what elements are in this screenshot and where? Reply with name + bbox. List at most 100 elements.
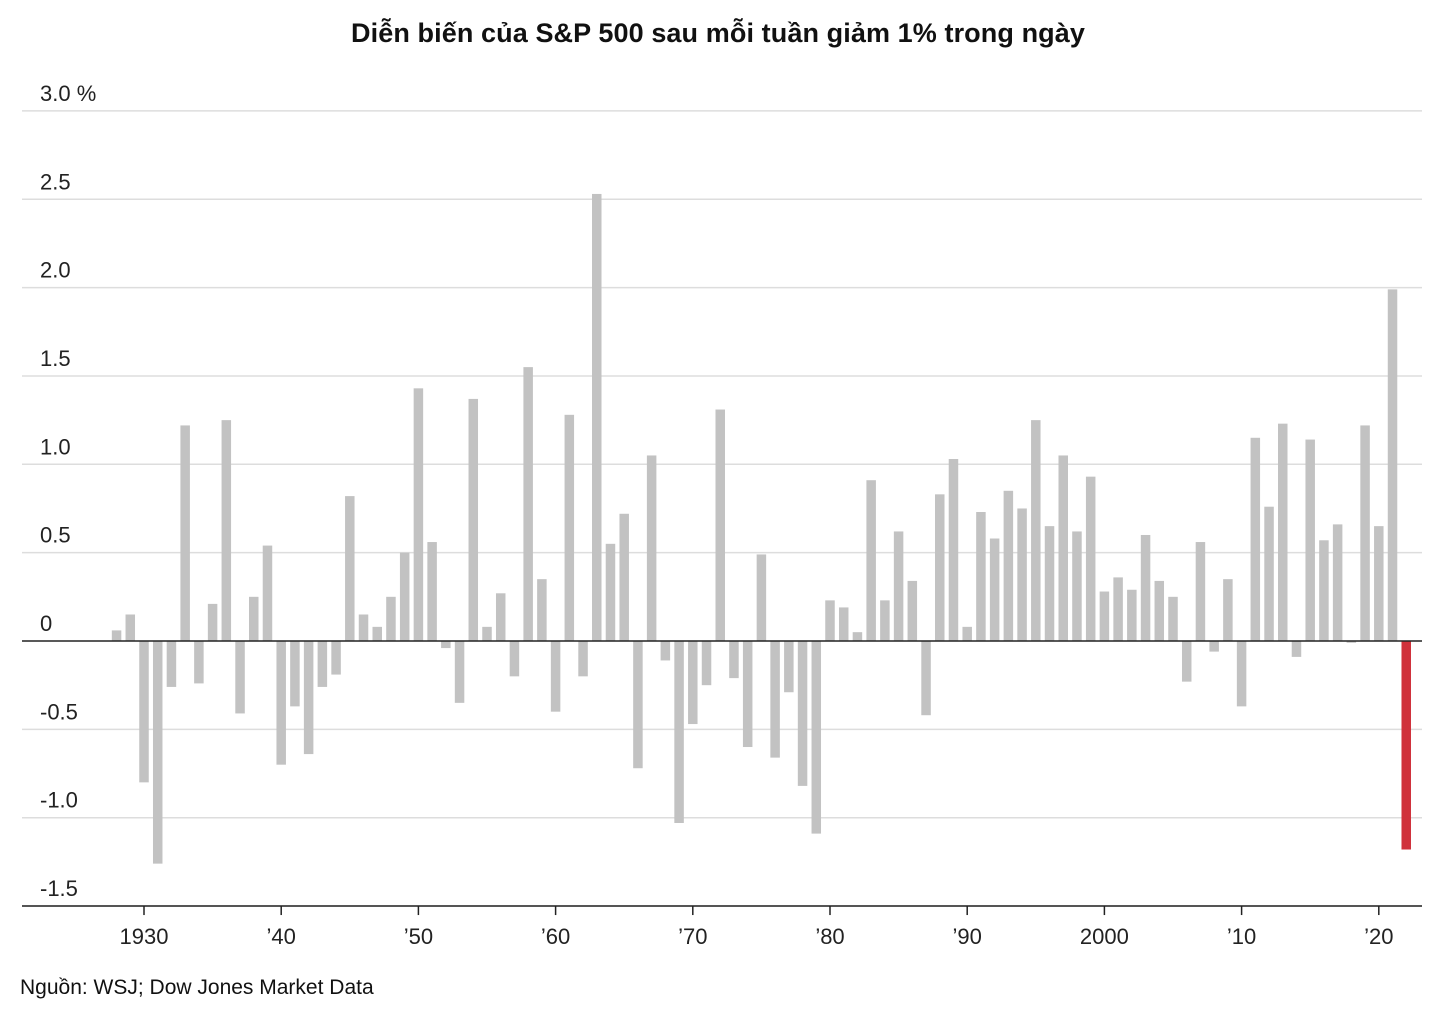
bar bbox=[1360, 425, 1370, 641]
bar bbox=[1154, 580, 1165, 641]
x-tick-label: ’10 bbox=[1227, 924, 1256, 949]
bar bbox=[1017, 508, 1027, 641]
bar bbox=[578, 641, 588, 677]
source-note: Nguồn: WSJ; Dow Jones Market Data bbox=[20, 976, 374, 999]
bar bbox=[427, 542, 437, 641]
bar bbox=[742, 641, 753, 748]
x-tick-label: ’60 bbox=[541, 924, 570, 949]
bar bbox=[701, 641, 712, 686]
bar bbox=[509, 641, 520, 677]
y-tick-label: -0.5 bbox=[40, 699, 78, 724]
bar bbox=[303, 641, 314, 755]
bar bbox=[523, 367, 533, 641]
bar bbox=[770, 641, 780, 758]
bar bbox=[454, 641, 465, 703]
bar bbox=[866, 480, 876, 641]
y-tick-label: -1.0 bbox=[40, 788, 78, 813]
bar bbox=[1127, 589, 1137, 641]
bar bbox=[976, 512, 986, 641]
bar bbox=[1305, 439, 1315, 641]
bar bbox=[1003, 490, 1014, 641]
bar bbox=[345, 496, 355, 641]
y-tick-label: 3.0 % bbox=[40, 81, 96, 106]
bar bbox=[413, 388, 424, 641]
bar bbox=[125, 614, 136, 641]
bar bbox=[1319, 540, 1329, 641]
bar bbox=[372, 626, 382, 641]
bar bbox=[1113, 577, 1123, 641]
bar bbox=[331, 641, 341, 675]
bar-highlight bbox=[1401, 641, 1411, 850]
bar bbox=[482, 626, 492, 641]
bar bbox=[495, 593, 506, 641]
bar bbox=[235, 641, 245, 714]
bar bbox=[729, 641, 739, 679]
bar bbox=[756, 554, 767, 641]
bar bbox=[688, 641, 698, 725]
bar bbox=[619, 513, 629, 641]
bar bbox=[1168, 596, 1178, 641]
bar bbox=[1195, 542, 1206, 641]
bar bbox=[989, 538, 1000, 641]
bar bbox=[797, 641, 808, 786]
bar bbox=[262, 545, 273, 641]
bar bbox=[1264, 506, 1274, 641]
y-tick-label: 2.5 bbox=[40, 169, 71, 194]
bar bbox=[646, 455, 657, 641]
x-tick-label: ’40 bbox=[267, 924, 296, 949]
bar bbox=[537, 579, 547, 641]
bar bbox=[152, 641, 163, 864]
bar bbox=[1223, 579, 1233, 641]
bar bbox=[1236, 641, 1247, 707]
bar bbox=[1346, 641, 1357, 643]
bar bbox=[1099, 591, 1110, 641]
x-tick-label: ’90 bbox=[953, 924, 982, 949]
bar bbox=[180, 425, 190, 641]
bar bbox=[550, 641, 561, 712]
x-tick-label: ’20 bbox=[1364, 924, 1393, 949]
bar bbox=[1031, 420, 1041, 641]
bar bbox=[962, 626, 972, 641]
y-tick-label: 2.0 bbox=[40, 258, 71, 283]
bar bbox=[1250, 437, 1261, 641]
y-tick-label: 1.5 bbox=[40, 346, 71, 371]
bar bbox=[784, 641, 794, 693]
bar bbox=[358, 614, 369, 641]
bar bbox=[1072, 531, 1082, 641]
bar bbox=[592, 193, 602, 641]
bar bbox=[1278, 423, 1288, 641]
x-tick-label: ’80 bbox=[815, 924, 844, 949]
x-tick-label: 1930 bbox=[120, 924, 169, 949]
bar bbox=[1209, 641, 1219, 652]
bar bbox=[935, 494, 945, 641]
bar bbox=[1181, 641, 1192, 682]
x-tick-label: ’50 bbox=[404, 924, 433, 949]
bar bbox=[249, 596, 259, 641]
bar bbox=[139, 641, 149, 783]
bar bbox=[207, 603, 218, 641]
bar bbox=[674, 641, 684, 824]
bar bbox=[1085, 476, 1096, 641]
bar bbox=[838, 607, 849, 641]
bar bbox=[317, 641, 328, 687]
x-tick-label: 2000 bbox=[1080, 924, 1129, 949]
bar bbox=[276, 641, 286, 765]
bar bbox=[399, 552, 410, 641]
bar bbox=[386, 596, 396, 641]
chart-title: Diễn biến của S&P 500 sau mỗi tuần giảm … bbox=[351, 18, 1085, 48]
bar bbox=[194, 641, 204, 684]
y-tick-label: 0.5 bbox=[40, 523, 71, 548]
bar bbox=[852, 632, 863, 641]
bar bbox=[1140, 534, 1151, 641]
bar bbox=[441, 641, 451, 649]
bar bbox=[893, 531, 904, 641]
bar bbox=[948, 458, 959, 641]
bar bbox=[221, 420, 232, 641]
bar bbox=[811, 641, 822, 834]
bar bbox=[1044, 526, 1055, 641]
y-tick-label: 0 bbox=[40, 611, 52, 636]
bar bbox=[880, 600, 890, 641]
bar bbox=[907, 580, 918, 641]
bar bbox=[921, 641, 931, 716]
y-tick-label: 1.0 bbox=[40, 434, 71, 459]
